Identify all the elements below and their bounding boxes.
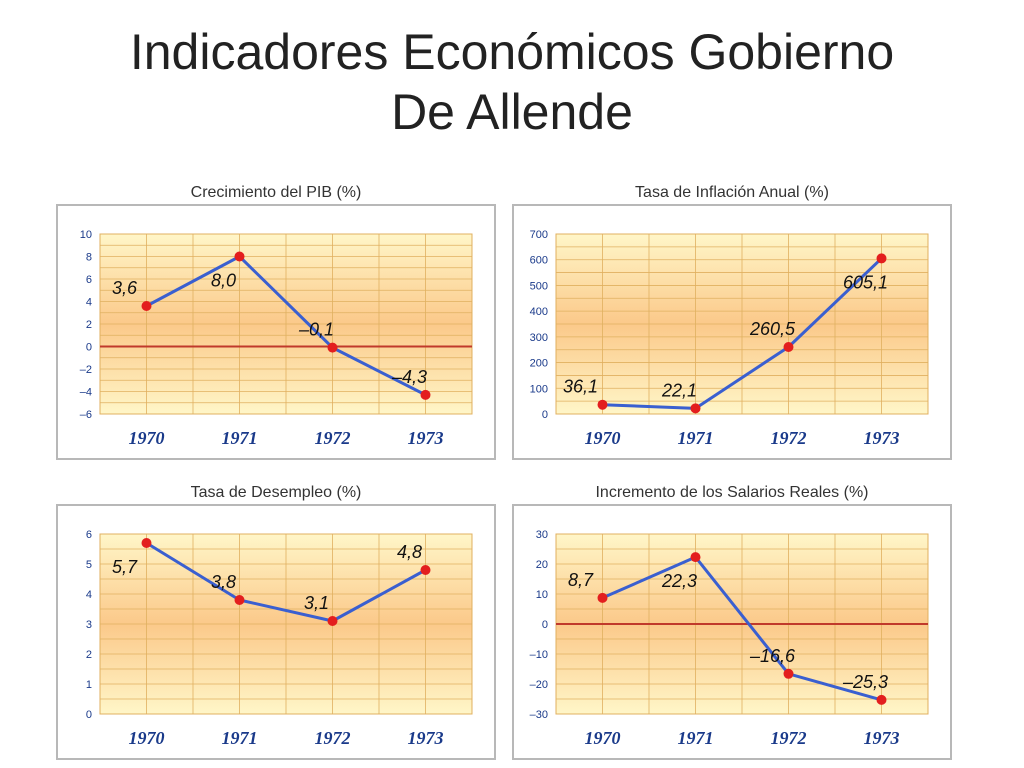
x-tick-label: 1972 — [771, 428, 807, 448]
series-line — [602, 257, 883, 410]
data-point — [327, 616, 338, 626]
chart-svg-salarios: 30 20 10 0 –10 –20 –30 1970 1971 1972 1973 8,7 22,3 –… — [512, 504, 952, 760]
slide-title-line2: De Allende — [391, 84, 633, 140]
x-tick-label: 1971 — [222, 428, 258, 448]
data-point — [690, 403, 701, 414]
y-tick-label: 400 — [530, 306, 548, 318]
chart-svg-desempleo: 6 5 4 3 2 1 0 1970 1971 1972 1973 5,7 3,8 3,1 4,8 — [56, 504, 496, 760]
data-point — [234, 595, 245, 605]
y-tick-label: 10 — [536, 589, 548, 601]
x-tick-label: 1972 — [315, 728, 351, 748]
data-point — [327, 342, 338, 353]
data-point — [234, 251, 245, 262]
chart-title: Tasa de Desempleo (%) — [190, 484, 362, 501]
data-label: 4,8 — [397, 542, 422, 562]
y-tick-label: 200 — [530, 358, 548, 370]
y-tick-label: 10 — [80, 229, 92, 241]
x-tick-label: 1970 — [129, 728, 165, 748]
y-tick-label: 2 — [86, 649, 92, 661]
x-tick-label: 1971 — [678, 728, 714, 748]
chart-svg-pib: 10 8 6 4 2 0 –2 –4 –6 1970 1971 1972 1973 3,6 8,0 –0,1 –… — [56, 204, 496, 460]
x-tick-label: 1970 — [129, 428, 165, 448]
data-label: 22,3 — [661, 571, 697, 591]
y-tick-label: –6 — [80, 409, 92, 421]
data-label: –16,6 — [749, 646, 796, 666]
y-tick-label: –20 — [530, 679, 548, 691]
data-label: 260,5 — [749, 319, 796, 339]
chart-panel-desempleo: Tasa de Desempleo (%) 6 5 4 3 2 1 0 1970 1971 197… — [56, 484, 496, 764]
x-tick-label: 1971 — [678, 428, 714, 448]
chart-title: Incremento de los Salarios Reales (%) — [595, 484, 869, 501]
x-tick-label: 1971 — [222, 728, 258, 748]
y-tick-label: 500 — [530, 280, 548, 292]
data-label: –25,3 — [842, 672, 888, 692]
data-point — [876, 694, 887, 705]
y-tick-label: 20 — [536, 559, 548, 571]
chart-title: Crecimiento del PIB (%) — [190, 184, 362, 201]
data-label: 8,0 — [211, 271, 236, 291]
x-tick-label: 1972 — [315, 428, 351, 448]
data-point — [690, 552, 701, 563]
y-tick-label: 0 — [542, 409, 548, 421]
data-point — [876, 253, 887, 264]
data-point — [141, 538, 152, 548]
chart-panel-inflacion: Tasa de Inflación Anual (%) 700 600 500 400… — [512, 184, 952, 464]
x-tick-label: 1972 — [771, 728, 807, 748]
slide-title: Indicadores Económicos Gobierno De Allen… — [0, 22, 1024, 142]
y-tick-label: 6 — [86, 274, 92, 286]
data-point — [597, 592, 608, 603]
chart-panel-salarios: Incremento de los Salarios Reales (%) 30… — [512, 484, 952, 764]
data-label: 3,8 — [211, 572, 236, 592]
data-point — [783, 342, 794, 353]
y-tick-label: 0 — [86, 709, 92, 721]
data-label: 8,7 — [568, 570, 594, 590]
y-tick-label: 700 — [530, 229, 548, 241]
data-label: –0,1 — [298, 320, 334, 340]
data-point — [597, 399, 608, 410]
data-label: 605,1 — [843, 272, 888, 292]
x-tick-label: 1970 — [585, 728, 621, 748]
data-label: 3,6 — [112, 278, 138, 298]
y-tick-label: 4 — [86, 589, 92, 601]
data-point — [783, 668, 794, 679]
y-tick-label: 600 — [530, 255, 548, 267]
y-tick-label: –4 — [80, 387, 92, 399]
y-tick-label: 4 — [86, 297, 92, 309]
y-tick-label: 1 — [86, 679, 92, 691]
x-tick-label: 1973 — [864, 428, 900, 448]
series-line — [145, 541, 427, 623]
y-tick-label: 100 — [530, 383, 548, 395]
y-tick-label: 6 — [86, 529, 92, 541]
chart-svg-inflacion: 700 600 500 400 300 200 100 0 1970 1971 1972 1973 36… — [512, 204, 952, 460]
data-label: 36,1 — [563, 377, 598, 397]
y-tick-label: 0 — [542, 619, 548, 631]
x-tick-label: 1970 — [585, 428, 621, 448]
slide-title-line1: Indicadores Económicos Gobierno — [129, 24, 895, 80]
x-tick-label: 1973 — [864, 728, 900, 748]
chart-title: Tasa de Inflación Anual (%) — [635, 184, 829, 201]
y-tick-label: 8 — [86, 252, 92, 264]
series-line — [145, 255, 427, 397]
y-tick-label: 0 — [86, 342, 92, 354]
y-tick-label: 30 — [536, 529, 548, 541]
series-line — [601, 555, 882, 702]
data-label: 5,7 — [112, 557, 138, 577]
y-tick-label: 2 — [86, 319, 92, 331]
data-label: 22,1 — [661, 380, 697, 400]
x-tick-label: 1973 — [408, 728, 444, 748]
data-label: 3,1 — [304, 593, 329, 613]
data-label: –4,3 — [391, 367, 427, 387]
data-point — [420, 389, 431, 400]
data-point — [141, 301, 152, 311]
y-tick-label: –30 — [530, 709, 548, 721]
data-point — [420, 565, 431, 575]
chart-panel-pib: Crecimiento del PIB (%) 10 8 6 4 2 0 –2 –4 –6 197… — [56, 184, 496, 464]
x-tick-label: 1973 — [408, 428, 444, 448]
y-tick-label: –2 — [80, 364, 92, 376]
y-tick-label: 5 — [86, 559, 92, 571]
y-tick-label: –10 — [530, 649, 548, 661]
y-tick-label: 300 — [530, 332, 548, 344]
y-tick-label: 3 — [86, 619, 92, 631]
